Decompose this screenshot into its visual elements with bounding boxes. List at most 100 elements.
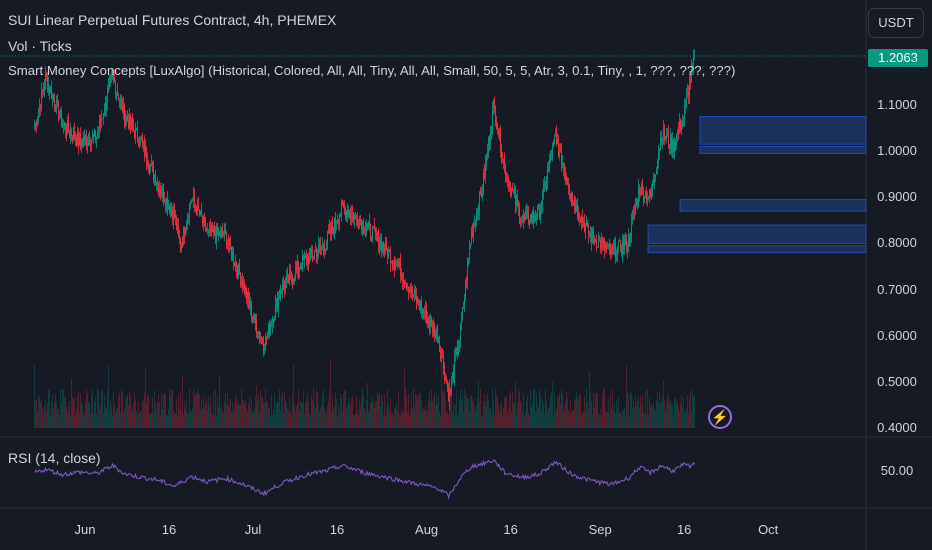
indicator-legend[interactable]: Smart Money Concepts [LuxAlgo] (Historic… xyxy=(8,63,736,78)
volume-bar xyxy=(107,390,108,428)
volume-bar xyxy=(484,393,485,428)
candle-body xyxy=(465,282,466,298)
candle-body xyxy=(482,192,483,197)
volume-bar xyxy=(681,395,682,428)
volume-bar xyxy=(274,394,275,428)
candle-body xyxy=(163,187,164,201)
volume-bar xyxy=(543,404,544,428)
chart-title[interactable]: SUI Linear Perpetual Futures Contract, 4… xyxy=(8,12,337,28)
volume-bar xyxy=(301,402,302,428)
volume-bar xyxy=(194,396,195,428)
volume-bar xyxy=(396,403,397,428)
candle-body xyxy=(461,319,462,326)
volume-bar xyxy=(245,401,246,428)
volume-bar xyxy=(636,406,637,428)
volume-bar xyxy=(595,393,596,428)
candle-body xyxy=(128,120,129,129)
candle-body xyxy=(535,218,536,221)
volume-bar xyxy=(541,410,542,428)
volume-bar xyxy=(402,411,403,428)
volume-bar xyxy=(58,408,59,428)
candle-body xyxy=(307,257,308,263)
candle-body xyxy=(338,221,339,223)
volume-bar xyxy=(639,407,640,428)
candle-body xyxy=(265,336,266,351)
volume-bar xyxy=(458,412,459,428)
candle-body xyxy=(167,198,168,209)
currency-button[interactable]: USDT xyxy=(868,8,924,38)
candle-body xyxy=(325,249,326,252)
candle-body xyxy=(555,134,556,136)
candle-body xyxy=(587,223,588,225)
volume-bar xyxy=(557,397,558,428)
volume-bar xyxy=(355,412,356,428)
candle-body xyxy=(512,188,513,190)
candle-body xyxy=(373,226,374,228)
volume-bar xyxy=(439,412,440,428)
volume-bar xyxy=(593,392,594,428)
volume-bar xyxy=(422,410,423,428)
candle-body xyxy=(524,215,525,219)
candle-body xyxy=(534,218,535,220)
candle-body xyxy=(630,237,631,243)
candle-body xyxy=(37,118,38,126)
volume-bar xyxy=(554,390,555,428)
candle-body xyxy=(280,293,281,298)
candle-body xyxy=(358,225,359,228)
volume-bar xyxy=(537,405,538,428)
volume-bar xyxy=(251,399,252,428)
candle-body xyxy=(517,198,518,205)
candle-body xyxy=(455,355,456,359)
volume-bar xyxy=(495,389,496,428)
volume-bar xyxy=(385,415,386,428)
volume-bar xyxy=(187,412,188,428)
volume-bar xyxy=(173,410,174,428)
volume-bar xyxy=(315,408,316,428)
volume-bar xyxy=(220,408,221,428)
volume-bar xyxy=(206,397,207,428)
candle-body xyxy=(40,105,41,108)
volume-bar xyxy=(119,393,120,428)
candle-body xyxy=(503,160,504,161)
candle-body xyxy=(119,100,120,102)
candle-body xyxy=(502,157,503,161)
volume-bar xyxy=(275,414,276,428)
volume-bar xyxy=(142,401,143,428)
volume-bar xyxy=(137,415,138,428)
candle-body xyxy=(613,248,614,249)
volume-bar xyxy=(693,396,694,428)
candle-body xyxy=(253,318,254,321)
rsi-legend[interactable]: RSI (14, close) xyxy=(8,450,101,466)
volume-bar xyxy=(247,412,248,428)
volume-bar xyxy=(145,367,146,428)
volume-bar xyxy=(59,415,60,428)
volume-bar xyxy=(668,396,669,428)
candle-body xyxy=(231,247,232,258)
volume-bar xyxy=(208,396,209,428)
volume-bar xyxy=(144,392,145,428)
volume-bar xyxy=(581,412,582,428)
volume-bar xyxy=(99,408,100,428)
candle-body xyxy=(279,296,280,298)
volume-bar xyxy=(279,389,280,428)
volume-bar xyxy=(444,391,445,428)
lightning-icon[interactable]: ⚡ xyxy=(708,405,732,429)
candle-body xyxy=(438,341,439,343)
candle-body xyxy=(328,232,329,234)
volume-legend[interactable]: Vol · Ticks xyxy=(8,38,72,54)
volume-bar xyxy=(659,391,660,428)
volume-bar xyxy=(93,414,94,428)
candle-body xyxy=(157,183,158,185)
candle-body xyxy=(576,203,577,212)
volume-bar xyxy=(197,388,198,428)
candle-body xyxy=(137,128,138,141)
candle-body xyxy=(115,81,116,94)
volume-bar xyxy=(562,393,563,428)
candle-body xyxy=(368,221,369,226)
volume-bar xyxy=(97,388,98,428)
candle-body xyxy=(278,296,279,309)
candle-body xyxy=(528,212,529,223)
volume-bar xyxy=(596,392,597,428)
volume-bar xyxy=(676,402,677,428)
